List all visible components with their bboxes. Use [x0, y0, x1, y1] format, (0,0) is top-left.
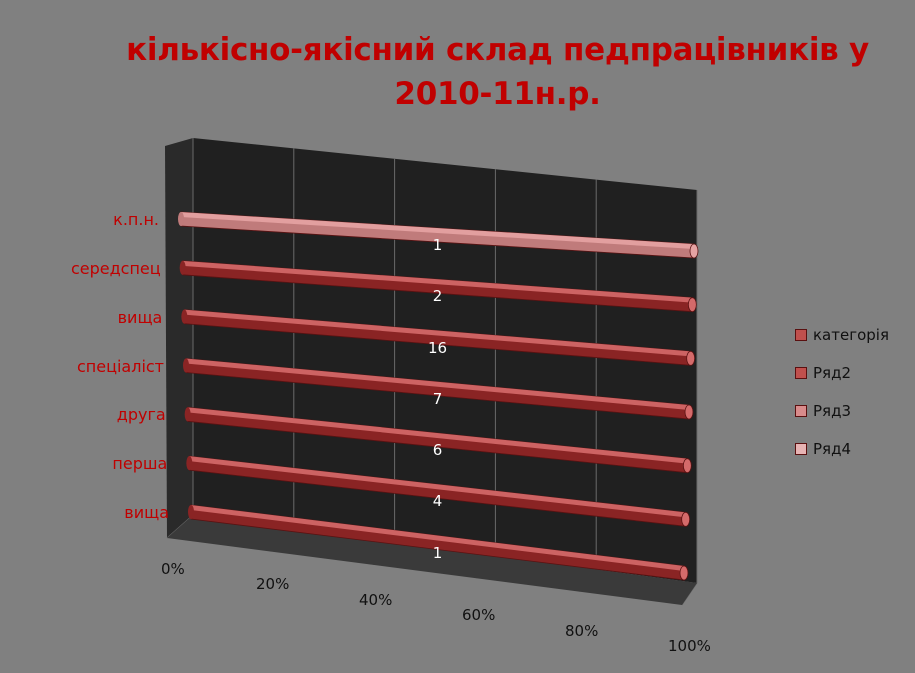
bar-highlight	[189, 456, 686, 518]
bar-highlight	[181, 212, 694, 249]
x-tick-label: 0%	[161, 560, 185, 578]
data-label: 16	[427, 338, 448, 357]
bar-5	[179, 260, 697, 313]
bar-highlight	[187, 407, 688, 464]
bar-2	[184, 406, 692, 474]
x-tick-label: 20%	[256, 575, 290, 594]
data-label: 4	[432, 492, 443, 511]
legend-item: Ряд3	[795, 401, 851, 421]
bar-start-cap	[181, 309, 188, 324]
bar-start-cap	[183, 358, 189, 373]
bar-4	[181, 309, 696, 366]
bar-end-cap	[689, 243, 699, 259]
category-label: вища	[117, 307, 163, 327]
data-label: 7	[432, 389, 443, 408]
legend-label: Ряд3	[813, 402, 851, 420]
data-label: 1	[432, 236, 443, 254]
legend-label: Ряд2	[813, 364, 851, 382]
bar-end-cap	[686, 350, 696, 366]
data-label: 2	[432, 287, 443, 306]
bar-start-cap	[179, 260, 186, 275]
category-label: перша	[112, 454, 168, 474]
bar-end-cap	[684, 404, 694, 420]
bar-1	[186, 455, 691, 527]
bar-3	[183, 358, 694, 420]
bar-highlight	[182, 260, 693, 303]
legend-swatch	[795, 443, 807, 455]
x-tick-label: 60%	[462, 606, 496, 625]
bar-start-cap	[184, 407, 191, 422]
legend-label: категорія	[813, 326, 889, 344]
legend-item: категорія	[795, 325, 889, 345]
x-tick-label: 100%	[668, 637, 711, 655]
legend-swatch	[795, 367, 807, 379]
data-label: 1	[432, 543, 443, 562]
x-tick-label: 40%	[359, 590, 393, 609]
chart-floor	[167, 515, 697, 605]
bar-start-cap	[178, 212, 184, 226]
legend-swatch	[795, 405, 807, 417]
bar-end-cap	[687, 297, 697, 313]
chart-floor-panel	[167, 515, 697, 605]
bar-end-cap	[679, 565, 689, 581]
bar-6	[178, 211, 699, 259]
category-label: спеціаліст	[76, 356, 164, 376]
category-label: середспец	[70, 258, 161, 278]
bar-start-cap	[186, 456, 193, 471]
bar-end-cap	[681, 511, 691, 527]
bar-highlight	[186, 358, 689, 410]
category-label: к.п.н.	[113, 210, 159, 229]
bar-highlight	[184, 309, 691, 357]
chart-bars	[178, 211, 699, 581]
bar-0	[188, 504, 689, 581]
chart-title-line-1: кількісно-якісний склад педпрацівників у	[126, 32, 869, 68]
x-tick-label: 80%	[565, 621, 599, 640]
chart-side-wall	[165, 138, 193, 538]
legend-item: Ряд2	[795, 363, 851, 383]
chart-title-line-2: 2010-11н.р.	[394, 76, 601, 112]
data-label: 6	[432, 441, 443, 459]
bar-highlight	[191, 505, 684, 571]
legend-item: Ряд4	[795, 439, 851, 459]
legend-swatch	[795, 329, 807, 341]
category-label: вища	[124, 503, 169, 522]
bar-end-cap	[682, 458, 692, 474]
category-label: друга	[116, 405, 166, 425]
bar-start-cap	[188, 505, 194, 519]
legend-label: Ряд4	[813, 440, 851, 458]
